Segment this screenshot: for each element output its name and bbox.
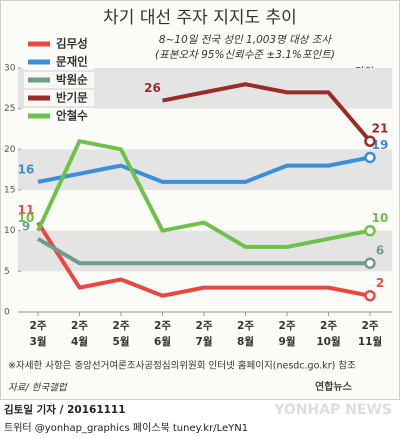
x-tick-label: 2주 5월 [113, 320, 130, 348]
value-label: 26 [144, 81, 161, 95]
value-label: 19 [372, 138, 389, 152]
y-tick-label: 20 [4, 145, 16, 155]
legend-label: 안철수 [56, 109, 88, 123]
chart-title: 차기 대선 주자 지지도 추이 [103, 8, 297, 28]
legend-label: 박원순 [56, 73, 88, 87]
end-marker [364, 289, 376, 302]
y-tick-label: 10 [4, 226, 16, 236]
legend-bg [24, 90, 94, 106]
value-label: 11 [18, 203, 35, 217]
series-line [37, 155, 371, 184]
y-tick-label: 25 [4, 104, 15, 114]
value-label: 10 [372, 211, 389, 225]
end-marker [364, 224, 376, 237]
legend-bg [24, 108, 94, 124]
end-marker [364, 257, 376, 269]
y-tick-label: 5 [4, 267, 10, 277]
legend-label: 반기문 [56, 91, 88, 105]
legend-label: 문재인 [56, 55, 88, 69]
y-tick-label: 15 [4, 186, 15, 196]
series-line [36, 139, 371, 249]
value-label: 9 [22, 219, 30, 233]
legend-bg [24, 36, 94, 52]
plot: 0 5 10 15 20 25 30 2주 3월 2주 4월 2주 5월 2주 6월 2주 7월 2주 8월 2주 9월… [4, 36, 392, 348]
subtitle: (표본오차 95%신뢰수준 ±3.1%포인트) [155, 49, 335, 61]
value-label: 21 [372, 122, 389, 136]
value-label: 16 [18, 162, 35, 176]
series-line [36, 237, 370, 266]
legend-bg [24, 54, 94, 70]
end-marker [364, 151, 376, 164]
x-tick-label: 2주 8월 [237, 320, 254, 348]
y-tick-label: 0 [4, 308, 10, 318]
byline: 김토일 기자 / 20161111 [4, 403, 126, 416]
end-marker [364, 135, 376, 147]
x-tick-label: 2주 11월 [358, 320, 382, 348]
x-tick-label: 2주 9월 [279, 320, 296, 348]
source: 자료/ 한국갤럽 [8, 383, 68, 394]
logo: 연합뉴스 [315, 380, 352, 393]
x-tick-label: 2주 6월 [154, 320, 171, 348]
y-tick-label: 30 [4, 64, 16, 74]
x-tick-label: 2주 10월 [316, 320, 340, 348]
legend-bg [24, 72, 94, 88]
footnote: ※자세한 사항은 중앙선거여론조사공정심의위원회 인터넷 홈페이지(nesdc.… [8, 360, 356, 372]
series-line [162, 82, 372, 143]
series-line [36, 221, 371, 298]
value-label: 2 [376, 276, 384, 290]
watermark: YONHAP NEWS [273, 402, 392, 418]
social: 트위터 @yonhap_graphics 페이스북 tuney.kr/LeYN1 [4, 421, 248, 434]
value-label: 10 [18, 211, 35, 225]
x-tick-label: 2주 7월 [196, 320, 213, 348]
x-tick-label: 2주 4월 [71, 320, 88, 348]
legend-label: 김무성 [56, 37, 88, 51]
x-tick-label: 2주 3월 [30, 320, 47, 348]
subtitle: 8~10일 전국 성인 1,003명 대상 조사 [159, 34, 333, 46]
value-label: 6 [376, 244, 384, 258]
